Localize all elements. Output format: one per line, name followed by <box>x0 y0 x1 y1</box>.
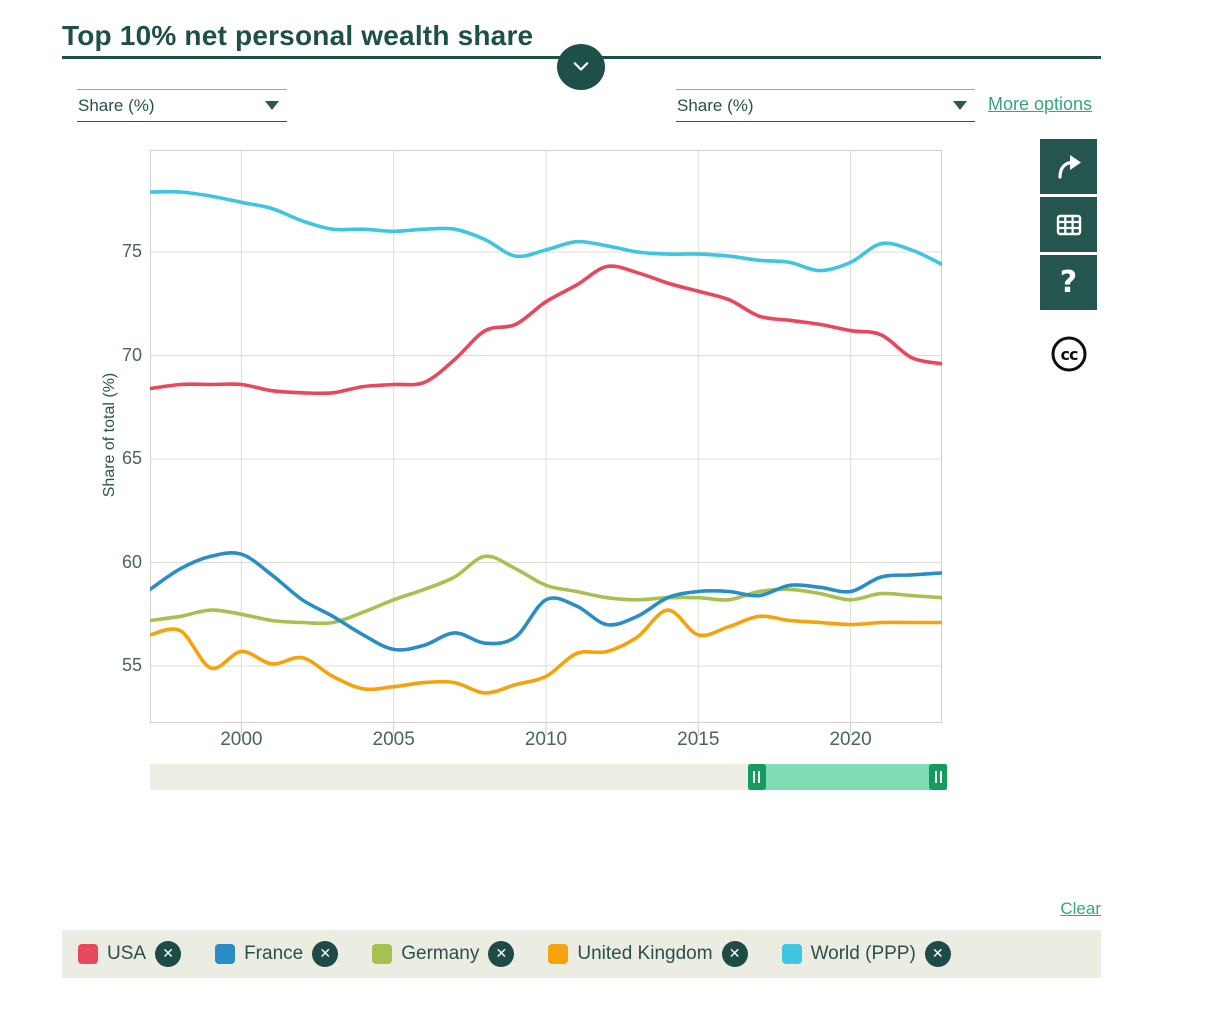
slider-handle-right[interactable] <box>929 764 947 790</box>
legend-item-world-ppp[interactable]: World (PPP) ✕ <box>781 941 951 967</box>
legend-label: USA <box>107 943 147 964</box>
remove-france-button[interactable]: ✕ <box>312 941 339 967</box>
legend-label: World (PPP) <box>810 943 916 964</box>
chart-toolbar: ? cc <box>1040 139 1097 380</box>
caret-down-icon <box>953 101 967 110</box>
cc-license-icon[interactable]: cc <box>1048 333 1090 380</box>
legend-bar: USA ✕ France ✕ Germany ✕ United Kingdom ✕ World … <box>62 930 1101 978</box>
help-button[interactable]: ? <box>1040 255 1097 310</box>
data-table-button[interactable] <box>1040 197 1097 252</box>
y-tick-label: 55 <box>121 655 142 675</box>
y-axis-title: Share of total (%) <box>101 372 118 498</box>
legend-swatch <box>78 944 98 964</box>
series-line-france[interactable] <box>150 551 942 652</box>
legend-item-united-kingdom[interactable]: United Kingdom ✕ <box>548 941 748 967</box>
slider-selected-range[interactable] <box>747 764 947 790</box>
remove-world-ppp-button[interactable]: ✕ <box>924 941 951 967</box>
remove-usa-button[interactable]: ✕ <box>155 941 182 967</box>
x-tick-label: 2000 <box>220 729 263 750</box>
left-unit-select-value: Share (%) <box>78 95 155 115</box>
legend-swatch <box>372 944 393 964</box>
line-chart-plot <box>150 150 942 736</box>
legend-swatch <box>215 944 236 964</box>
y-tick-label: 75 <box>121 241 142 261</box>
clear-legend-link[interactable]: Clear <box>1060 899 1101 918</box>
slider-handle-left[interactable] <box>747 764 766 790</box>
svg-text:cc: cc <box>1060 345 1077 364</box>
right-unit-select[interactable]: Share (%) <box>676 89 975 122</box>
legend-item-germany[interactable]: Germany ✕ <box>372 941 515 967</box>
question-mark-icon: ? <box>1059 265 1078 300</box>
legend-item-usa[interactable]: USA ✕ <box>78 941 182 967</box>
series-line-germany[interactable] <box>150 554 942 626</box>
time-range-slider[interactable] <box>150 764 947 790</box>
series-line-usa[interactable] <box>150 264 942 396</box>
right-unit-select-value: Share (%) <box>677 95 754 115</box>
x-tick-label: 2005 <box>372 729 415 750</box>
x-tick-label: 2015 <box>677 729 720 750</box>
left-unit-select[interactable]: Share (%) <box>77 89 287 122</box>
legend-label: France <box>244 943 304 964</box>
x-tick-label: 2020 <box>829 729 872 750</box>
table-icon <box>1056 214 1081 235</box>
series-line-united-kingdom[interactable] <box>150 608 942 695</box>
legend-swatch <box>781 944 802 964</box>
legend-label: United Kingdom <box>577 943 713 964</box>
remove-germany-button[interactable]: ✕ <box>488 941 515 967</box>
y-tick-label: 65 <box>121 448 142 468</box>
legend-swatch <box>548 944 569 964</box>
y-tick-label: 70 <box>121 344 142 365</box>
collapse-chart-button[interactable] <box>557 44 605 90</box>
x-tick-label: 2010 <box>524 729 568 750</box>
share-button[interactable] <box>1040 139 1097 194</box>
y-tick-label: 60 <box>121 551 142 572</box>
page-title: Top 10% net personal wealth share <box>62 20 534 51</box>
chevron-down-icon <box>573 62 589 71</box>
more-options-link[interactable]: More options <box>988 94 1093 114</box>
legend-item-france[interactable]: France ✕ <box>215 941 339 967</box>
share-icon <box>1057 154 1081 179</box>
remove-united-kingdom-button[interactable]: ✕ <box>721 941 748 967</box>
series-line-world-ppp[interactable] <box>150 189 942 273</box>
caret-down-icon <box>265 101 279 110</box>
legend-label: Germany <box>401 943 480 964</box>
